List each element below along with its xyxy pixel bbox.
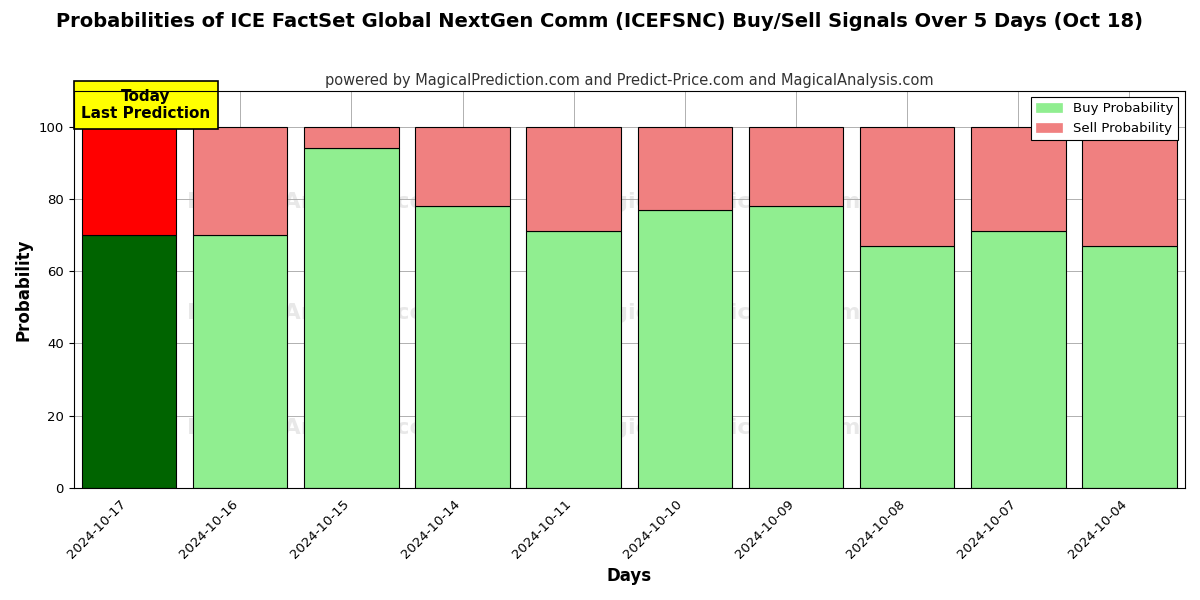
- Bar: [82, 127, 176, 235]
- Bar: [749, 206, 844, 488]
- Bar: [415, 206, 510, 488]
- Text: MagicalPrediction.com: MagicalPrediction.com: [576, 418, 860, 439]
- Legend: Buy Probability, Sell Probability: Buy Probability, Sell Probability: [1031, 97, 1178, 140]
- Text: MagicalAnalysis.com: MagicalAnalysis.com: [187, 418, 449, 439]
- Text: MagicalPrediction.com: MagicalPrediction.com: [576, 192, 860, 212]
- Text: MagicalAnalysis.com: MagicalAnalysis.com: [187, 303, 449, 323]
- X-axis label: Days: Days: [607, 567, 652, 585]
- Bar: [1082, 246, 1177, 488]
- Y-axis label: Probability: Probability: [16, 238, 34, 341]
- Bar: [971, 232, 1066, 488]
- Bar: [415, 127, 510, 206]
- Bar: [971, 127, 1066, 232]
- Title: powered by MagicalPrediction.com and Predict-Price.com and MagicalAnalysis.com: powered by MagicalPrediction.com and Pre…: [325, 73, 934, 88]
- Bar: [304, 148, 398, 488]
- Bar: [527, 232, 620, 488]
- Bar: [749, 127, 844, 206]
- Text: Probabilities of ICE FactSet Global NextGen Comm (ICEFSNC) Buy/Sell Signals Over: Probabilities of ICE FactSet Global Next…: [56, 12, 1144, 31]
- Text: MagicalPrediction.com: MagicalPrediction.com: [576, 303, 860, 323]
- Text: MagicalAnalysis.com: MagicalAnalysis.com: [187, 192, 449, 212]
- Bar: [527, 127, 620, 232]
- Bar: [193, 235, 288, 488]
- Bar: [637, 127, 732, 210]
- Bar: [304, 127, 398, 148]
- Bar: [637, 210, 732, 488]
- Text: Today
Last Prediction: Today Last Prediction: [82, 89, 210, 121]
- Bar: [193, 127, 288, 235]
- Bar: [860, 127, 954, 246]
- Bar: [860, 246, 954, 488]
- Bar: [82, 235, 176, 488]
- Bar: [1082, 127, 1177, 246]
